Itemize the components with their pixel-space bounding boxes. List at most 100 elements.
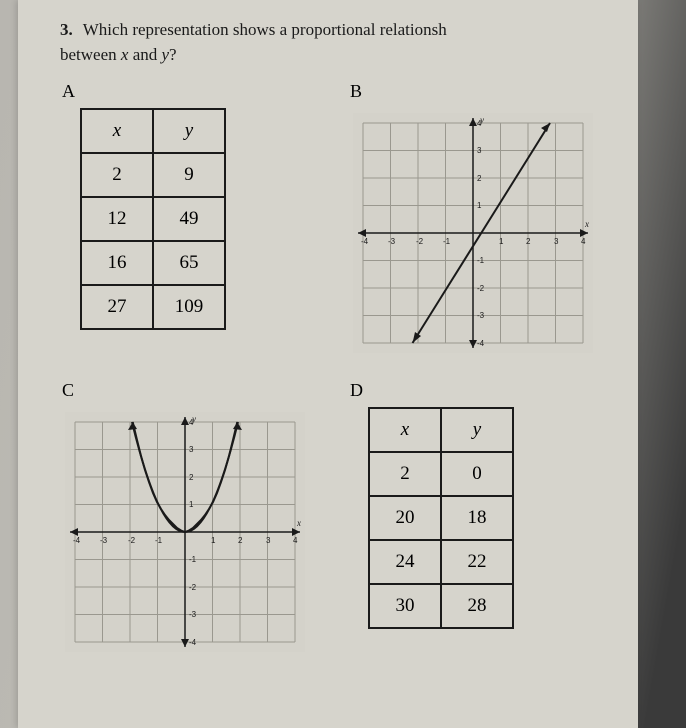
table-row: 29 xyxy=(81,153,225,197)
option-a-label: A xyxy=(62,81,320,102)
cell: 20 xyxy=(369,496,441,540)
arrow-up-icon xyxy=(181,417,189,425)
arrow-left-icon xyxy=(70,528,78,536)
svg-text:-1: -1 xyxy=(477,256,485,265)
option-c-label: C xyxy=(62,380,320,401)
svg-text:1: 1 xyxy=(189,500,194,509)
question-text: 3. Which representation shows a proportio… xyxy=(60,18,608,43)
svg-text:2: 2 xyxy=(526,237,531,246)
table-row: 2422 xyxy=(369,540,513,584)
svg-text:-2: -2 xyxy=(128,536,136,545)
svg-text:-3: -3 xyxy=(189,610,197,619)
svg-text:-4: -4 xyxy=(73,536,81,545)
q-and: and xyxy=(128,45,161,64)
option-a-table: x y 29 1249 1665 27109 xyxy=(80,108,226,330)
col-header-y: y xyxy=(153,109,225,153)
table-row: 2018 xyxy=(369,496,513,540)
cell: 16 xyxy=(81,241,153,285)
arrow-up-icon xyxy=(469,118,477,126)
x-axis-label: x xyxy=(584,219,589,229)
q-text-1: Which representation shows a proportiona… xyxy=(83,20,447,39)
svg-text:1: 1 xyxy=(211,536,216,545)
option-d-label: D xyxy=(350,380,608,401)
svg-text:-2: -2 xyxy=(477,284,485,293)
arrow-right-icon xyxy=(292,528,300,536)
cell: 2 xyxy=(81,153,153,197)
option-b-graph: -4-3-2-1 1234 4321 -1-2-3-4 y x xyxy=(348,108,598,358)
svg-text:-3: -3 xyxy=(100,536,108,545)
cell: 2 xyxy=(369,452,441,496)
line-arrow-down-icon xyxy=(413,332,422,343)
svg-text:-3: -3 xyxy=(388,237,396,246)
line-graph-svg: -4-3-2-1 1234 4321 -1-2-3-4 y x xyxy=(353,113,593,353)
table-row: 27109 xyxy=(81,285,225,329)
svg-text:-1: -1 xyxy=(189,555,197,564)
svg-text:1: 1 xyxy=(477,201,482,210)
col-header-y: y xyxy=(441,408,513,452)
var-y: y xyxy=(161,45,169,64)
cell: 49 xyxy=(153,197,225,241)
option-c-graph: -4-3-2-1 1234 4321 -1-2-3-4 y x xyxy=(60,407,310,657)
arrow-down-icon xyxy=(181,639,189,647)
cell: 27 xyxy=(81,285,153,329)
svg-text:-2: -2 xyxy=(416,237,424,246)
option-b: B -4 -3 -2 -1 xyxy=(348,81,608,358)
worksheet-page: 3. Which representation shows a proportio… xyxy=(18,0,638,728)
svg-text:-1: -1 xyxy=(155,536,163,545)
line-arrow-up-icon xyxy=(541,123,550,132)
y-axis-label: y xyxy=(479,115,484,125)
cell: 109 xyxy=(153,285,225,329)
table-row: x y xyxy=(81,109,225,153)
cell: 18 xyxy=(441,496,513,540)
curve-arrow-left-icon xyxy=(128,422,137,430)
cell: 22 xyxy=(441,540,513,584)
svg-text:2: 2 xyxy=(477,174,482,183)
svg-text:2: 2 xyxy=(238,536,243,545)
svg-text:-2: -2 xyxy=(189,583,197,592)
svg-text:4: 4 xyxy=(293,536,298,545)
cell: 9 xyxy=(153,153,225,197)
svg-text:-4: -4 xyxy=(477,339,485,348)
svg-text:4: 4 xyxy=(581,237,586,246)
arrow-left-icon xyxy=(358,229,366,237)
cell: 24 xyxy=(369,540,441,584)
svg-text:-4: -4 xyxy=(189,638,197,647)
col-header-x: x xyxy=(369,408,441,452)
cell: 65 xyxy=(153,241,225,285)
svg-text:3: 3 xyxy=(266,536,271,545)
option-d-table: x y 20 2018 2422 3028 xyxy=(368,407,514,629)
svg-text:1: 1 xyxy=(499,237,504,246)
svg-text:-3: -3 xyxy=(477,311,485,320)
y-axis-label: y xyxy=(191,414,196,424)
q-prefix: between xyxy=(60,45,121,64)
cell: 12 xyxy=(81,197,153,241)
cell: 30 xyxy=(369,584,441,628)
question-number: 3. xyxy=(60,20,73,39)
table-row: 1249 xyxy=(81,197,225,241)
table-row: 20 xyxy=(369,452,513,496)
cell: 0 xyxy=(441,452,513,496)
col-header-x: x xyxy=(81,109,153,153)
parabola-graph-svg: -4-3-2-1 1234 4321 -1-2-3-4 y x xyxy=(65,412,305,652)
arrow-right-icon xyxy=(580,229,588,237)
svg-text:-1: -1 xyxy=(443,237,451,246)
option-d: D x y 20 2018 2422 3028 xyxy=(348,380,608,657)
table-row: 1665 xyxy=(81,241,225,285)
question-text-line2: between x and y? xyxy=(60,43,608,68)
table-row: 3028 xyxy=(369,584,513,628)
option-b-label: B xyxy=(350,81,608,102)
svg-text:3: 3 xyxy=(554,237,559,246)
curve-arrow-right-icon xyxy=(233,422,242,430)
options-grid: A x y 29 1249 1665 27109 B xyxy=(60,81,608,657)
svg-text:2: 2 xyxy=(189,473,194,482)
table-row: x y xyxy=(369,408,513,452)
option-c: C -4-3-2-1 1234 4321 xyxy=(60,380,320,657)
option-a: A x y 29 1249 1665 27109 xyxy=(60,81,320,358)
svg-text:3: 3 xyxy=(477,146,482,155)
x-axis-label: x xyxy=(296,518,301,528)
svg-text:3: 3 xyxy=(189,445,194,454)
cell: 28 xyxy=(441,584,513,628)
svg-text:-4: -4 xyxy=(361,237,369,246)
arrow-down-icon xyxy=(469,340,477,348)
q-suffix: ? xyxy=(169,45,177,64)
